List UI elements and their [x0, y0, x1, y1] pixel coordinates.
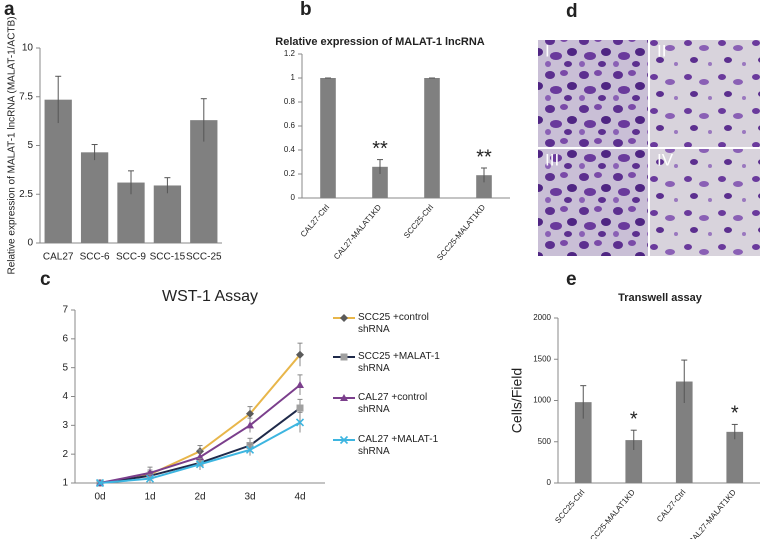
y-axis-label: Cells/Field — [509, 368, 525, 433]
legend-item: SCC25 +control shRNA — [358, 312, 429, 335]
panel-label: b — [300, 0, 312, 20]
y-tick-label: 6 — [62, 333, 68, 344]
x-tick-label: SCC25-Ctrl — [402, 203, 435, 240]
y-tick-label: 1 — [62, 478, 68, 489]
chart-title: Transwell assay — [618, 292, 703, 304]
x-tick-label: SCC-9 — [116, 252, 146, 263]
y-tick-label: 7.5 — [19, 91, 33, 102]
marker — [95, 478, 105, 488]
x-tick-label: SCC25-MALAT1KD — [435, 203, 487, 263]
x-tick-label: 0d — [94, 492, 105, 503]
x-tick-label: 1d — [144, 492, 155, 503]
x-tick-label: CAL27-Ctrl — [299, 203, 331, 239]
y-tick-label: 0.4 — [284, 145, 296, 154]
legend-item: CAL27 +control shRNA — [358, 392, 428, 415]
marker — [296, 404, 304, 412]
x-tick-label: CAL27-MALAT1KD — [332, 203, 383, 262]
panel-label: c — [40, 269, 51, 290]
marker — [195, 460, 205, 469]
x-tick-label: SCC-15 — [150, 252, 186, 263]
significance-label: ** — [476, 146, 492, 168]
bar — [153, 185, 182, 243]
x-tick-label: CAL27-MALAT1KD — [687, 488, 738, 539]
marker — [296, 380, 304, 388]
x-tick-label: 4d — [294, 492, 305, 503]
bar — [372, 166, 388, 198]
significance-label: * — [630, 408, 638, 430]
y-tick-label: 1.2 — [284, 49, 296, 58]
marker — [245, 445, 255, 454]
y-tick-label: 1 — [291, 73, 296, 82]
marker — [246, 409, 254, 418]
bar — [320, 78, 336, 198]
y-tick-label: 0.2 — [284, 169, 296, 178]
y-tick-label: 0.6 — [284, 121, 296, 130]
x-tick-label: CAL27 — [43, 252, 74, 263]
legend-item: SCC25 +MALAT-1 shRNA — [358, 351, 440, 374]
bar — [675, 381, 693, 483]
y-tick-label: 1000 — [533, 396, 551, 405]
microscopy-panel: d I II III IV — [538, 1, 760, 256]
image-label: IV — [657, 150, 674, 169]
y-tick-label: 5 — [62, 362, 68, 373]
marker — [295, 418, 305, 427]
x-tick-label: SCC25-Ctrl — [553, 488, 586, 525]
legend-item: CAL27 +MALAT-1 shRNA — [358, 434, 439, 457]
bar — [80, 152, 109, 243]
marker — [340, 353, 348, 361]
y-tick-label: 500 — [538, 437, 552, 446]
y-tick-label: 5 — [27, 140, 33, 151]
image-label: I — [545, 41, 550, 60]
marker — [296, 350, 304, 359]
y-tick-label: 1500 — [533, 354, 551, 363]
panel-label: a — [4, 0, 15, 20]
x-tick-label: 3d — [244, 492, 255, 503]
y-tick-label: 2000 — [533, 313, 551, 322]
y-axis-label: Relative expression of MALAT-1 lncRNA (M… — [7, 16, 18, 274]
y-tick-label: 3 — [62, 420, 68, 431]
y-tick-label: 10 — [22, 43, 34, 54]
y-tick-label: 0 — [547, 478, 552, 487]
bar — [726, 431, 744, 483]
image — [650, 149, 760, 256]
y-tick-label: 0 — [291, 193, 296, 202]
marker — [145, 474, 155, 483]
marker — [246, 421, 254, 429]
legend-label: CAL27 +MALAT-1 shRNA — [358, 434, 439, 457]
legend-label: CAL27 +control shRNA — [358, 392, 428, 415]
y-tick-label: 7 — [62, 305, 68, 316]
y-tick-label: 0 — [27, 238, 33, 249]
y-tick-label: 0.8 — [284, 97, 296, 106]
chart-title: Relative expression of MALAT-1 lncRNA — [275, 36, 485, 48]
significance-label: * — [731, 403, 739, 425]
y-tick-label: 2.5 — [19, 189, 33, 200]
x-tick-label: CAL27-Ctrl — [655, 488, 687, 524]
bar — [424, 78, 440, 198]
image — [650, 40, 760, 147]
x-tick-label: SCC-25 — [186, 252, 222, 263]
x-tick-label: SCC25-MALAT1KD — [585, 488, 637, 539]
y-tick-label: 2 — [62, 449, 68, 460]
image — [538, 149, 648, 256]
x-tick-label: 2d — [194, 492, 205, 503]
image-label: II — [657, 41, 666, 60]
panel-label: e — [566, 269, 577, 290]
panel-label: d — [566, 1, 578, 22]
bar — [44, 99, 72, 243]
bar — [476, 175, 492, 198]
bar — [574, 402, 592, 483]
chart-title: WST-1 Assay — [162, 288, 258, 305]
marker — [340, 394, 348, 401]
marker — [340, 314, 348, 322]
marker — [339, 435, 349, 445]
legend-label: SCC25 +control shRNA — [358, 312, 429, 335]
image-label: III — [545, 150, 559, 169]
x-tick-label: SCC-6 — [80, 252, 110, 263]
y-tick-label: 4 — [62, 391, 68, 402]
legend-label: SCC25 +MALAT-1 shRNA — [358, 351, 440, 374]
image — [538, 40, 648, 147]
significance-label: ** — [372, 138, 388, 160]
bar — [625, 440, 643, 483]
